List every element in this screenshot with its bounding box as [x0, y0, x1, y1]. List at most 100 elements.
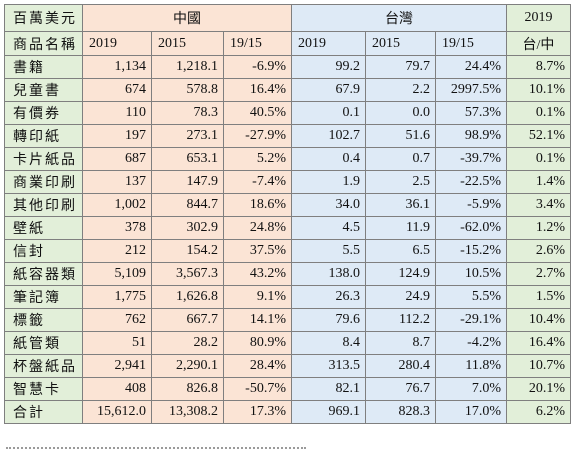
china-2019-value: 1,775 — [82, 285, 152, 309]
table-row: 壁紙 378 302.9 24.8% 4.5 11.9 -62.0% 1.2% — [4, 216, 571, 240]
taiwan-growth-value: 2997.5% — [435, 78, 507, 102]
china-2015-value: 826.8 — [151, 377, 224, 401]
china-2015-value: 147.9 — [151, 170, 224, 194]
china-growth-value: 18.6% — [223, 193, 292, 217]
china-group-header: 中國 — [82, 4, 292, 32]
china-2019-value: 408 — [82, 377, 152, 401]
china-growth-value: 28.4% — [223, 354, 292, 378]
item-name: 信封 — [4, 239, 83, 263]
taiwan-growth-value: -29.1% — [435, 308, 507, 332]
china-growth-value: 17.3% — [223, 400, 292, 424]
taiwan-china-ratio-value: 1.2% — [506, 216, 571, 240]
table-row: 書籍 1,134 1,218.1 -6.9% 99.2 79.7 24.4% 8.7% — [4, 55, 571, 79]
china-2019-value: 5,109 — [82, 262, 152, 286]
item-name: 杯盤紙品 — [4, 354, 83, 378]
ratio-year-header: 2019 — [506, 4, 571, 32]
taiwan-group-header: 台灣 — [291, 4, 507, 32]
china-2019-value: 15,612.0 — [82, 400, 152, 424]
china-2015-value: 3,567.3 — [151, 262, 224, 286]
taiwan-2019-value: 1.9 — [291, 170, 366, 194]
taiwan-2015-value: 6.5 — [365, 239, 436, 263]
china-2015-value: 28.2 — [151, 331, 224, 355]
table-row: 紙容器類 5,109 3,567.3 43.2% 138.0 124.9 10.5% 2.7% — [4, 262, 571, 286]
china-2019-value: 1,134 — [82, 55, 152, 79]
taiwan-2019-header: 2019 — [291, 31, 366, 56]
taiwan-2019-value: 0.4 — [291, 147, 366, 171]
taiwan-china-ratio-value: 3.4% — [506, 193, 571, 217]
taiwan-growth-value: -39.7% — [435, 147, 507, 171]
taiwan-china-ratio-value: 16.4% — [506, 331, 571, 355]
taiwan-2015-value: 76.7 — [365, 377, 436, 401]
taiwan-growth-value: 24.4% — [435, 55, 507, 79]
taiwan-growth-value: -62.0% — [435, 216, 507, 240]
taiwan-2019-value: 8.4 — [291, 331, 366, 355]
taiwan-china-ratio-value: 10.7% — [506, 354, 571, 378]
taiwan-growth-value: 11.8% — [435, 354, 507, 378]
table-row: 筆記簿 1,775 1,626.8 9.1% 26.3 24.9 5.5% 1.5% — [4, 285, 571, 309]
item-name: 其他印刷 — [4, 193, 83, 217]
taiwan-growth-value: 10.5% — [435, 262, 507, 286]
taiwan-china-ratio-value: 0.1% — [506, 147, 571, 171]
table-row: 紙管類 51 28.2 80.9% 8.4 8.7 -4.2% 16.4% — [4, 331, 571, 355]
taiwan-growth-value: -4.2% — [435, 331, 507, 355]
taiwan-2015-value: 24.9 — [365, 285, 436, 309]
taiwan-2015-value: 828.3 — [365, 400, 436, 424]
item-name: 合計 — [4, 400, 83, 424]
china-growth-value: 40.5% — [223, 101, 292, 125]
item-name: 有價券 — [4, 101, 83, 125]
header-row-1: 百萬美元 中國 台灣 2019 — [4, 4, 571, 32]
taiwan-2019-value: 969.1 — [291, 400, 366, 424]
table-row: 有價券 110 78.3 40.5% 0.1 0.0 57.3% 0.1% — [4, 101, 571, 125]
taiwan-2019-value: 102.7 — [291, 124, 366, 148]
taiwan-2019-value: 313.5 — [291, 354, 366, 378]
taiwan-growth-value: -15.2% — [435, 239, 507, 263]
taiwan-2019-value: 79.6 — [291, 308, 366, 332]
ratio-header: 台/中 — [506, 31, 571, 56]
china-2015-value: 2,290.1 — [151, 354, 224, 378]
china-2015-value: 653.1 — [151, 147, 224, 171]
item-name: 卡片紙品 — [4, 147, 83, 171]
table-row: 標籤 762 667.7 14.1% 79.6 112.2 -29.1% 10.4% — [4, 308, 571, 332]
item-name: 智慧卡 — [4, 377, 83, 401]
china-2015-value: 273.1 — [151, 124, 224, 148]
item-label: 商品名稱 — [4, 31, 83, 56]
china-2019-value: 378 — [82, 216, 152, 240]
taiwan-growth-value: 98.9% — [435, 124, 507, 148]
taiwan-2019-value: 0.1 — [291, 101, 366, 125]
taiwan-growth-value: 57.3% — [435, 101, 507, 125]
taiwan-2015-value: 0.0 — [365, 101, 436, 125]
taiwan-growth-header: 19/15 — [435, 31, 507, 56]
taiwan-china-ratio-value: 10.4% — [506, 308, 571, 332]
header-row-2: 商品名稱 2019 2015 19/15 2019 2015 19/15 台/中 — [4, 31, 571, 56]
china-growth-value: -27.9% — [223, 124, 292, 148]
taiwan-2015-value: 8.7 — [365, 331, 436, 355]
china-2019-value: 137 — [82, 170, 152, 194]
taiwan-2015-value: 51.6 — [365, 124, 436, 148]
table-row: 信封 212 154.2 37.5% 5.5 6.5 -15.2% 2.6% — [4, 239, 571, 263]
taiwan-2019-value: 5.5 — [291, 239, 366, 263]
item-name: 壁紙 — [4, 216, 83, 240]
china-growth-value: -6.9% — [223, 55, 292, 79]
taiwan-2015-value: 11.9 — [365, 216, 436, 240]
trade-comparison-table: 百萬美元 中國 台灣 2019 商品名稱 2019 2015 19/15 201… — [4, 4, 571, 424]
taiwan-china-ratio-value: 1.4% — [506, 170, 571, 194]
taiwan-china-ratio-value: 0.1% — [506, 101, 571, 125]
taiwan-2015-header: 2015 — [365, 31, 436, 56]
taiwan-2015-value: 280.4 — [365, 354, 436, 378]
table-row: 智慧卡 408 826.8 -50.7% 82.1 76.7 7.0% 20.1% — [4, 377, 571, 401]
item-name: 轉印紙 — [4, 124, 83, 148]
table-row: 商業印刷 137 147.9 -7.4% 1.9 2.5 -22.5% 1.4% — [4, 170, 571, 194]
item-name: 商業印刷 — [4, 170, 83, 194]
china-growth-value: 43.2% — [223, 262, 292, 286]
table-row: 卡片紙品 687 653.1 5.2% 0.4 0.7 -39.7% 0.1% — [4, 147, 571, 171]
china-2019-value: 762 — [82, 308, 152, 332]
table-row: 其他印刷 1,002 844.7 18.6% 34.0 36.1 -5.9% 3.4% — [4, 193, 571, 217]
china-2015-value: 578.8 — [151, 78, 224, 102]
china-growth-header: 19/15 — [223, 31, 292, 56]
taiwan-growth-value: -22.5% — [435, 170, 507, 194]
taiwan-growth-value: 17.0% — [435, 400, 507, 424]
taiwan-2015-value: 36.1 — [365, 193, 436, 217]
cropped-footnote-edge — [6, 447, 306, 453]
china-2015-header: 2015 — [151, 31, 224, 56]
china-2019-value: 51 — [82, 331, 152, 355]
